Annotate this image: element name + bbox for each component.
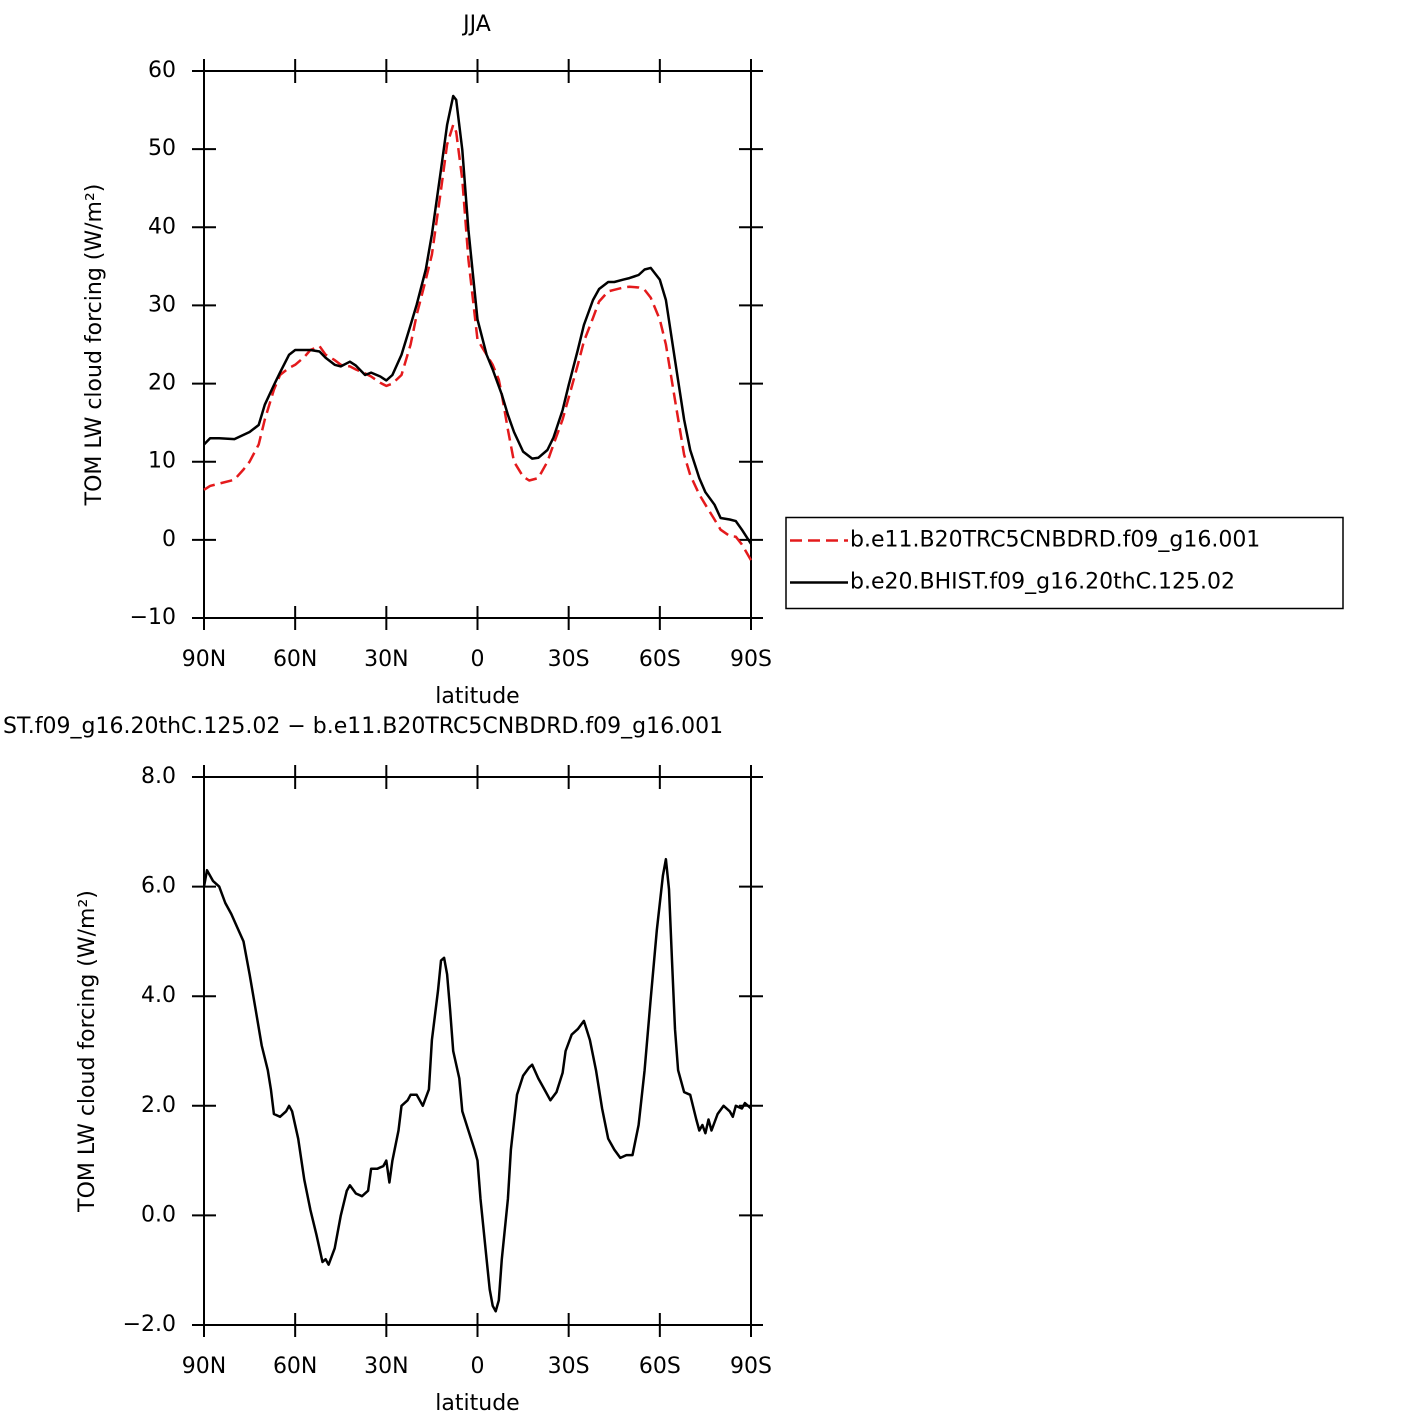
x-tick-label: 30N — [364, 647, 408, 672]
y-tick-label: 4.0 — [141, 983, 176, 1008]
y-tick-label: 8.0 — [141, 764, 176, 789]
series-line — [203, 123, 753, 561]
y-tick-label: 30 — [148, 292, 176, 317]
y-tick-label: 40 — [148, 214, 176, 239]
x-tick-label: 60N — [273, 1354, 317, 1379]
x-tick-label: 0 — [471, 647, 485, 672]
y-tick-label: 10 — [148, 449, 176, 474]
y-tick-label: 2.0 — [141, 1093, 176, 1118]
x-tick-label: 90N — [182, 647, 226, 672]
y-axis-label: TOM LW cloud forcing (W/m²) — [82, 184, 107, 507]
y-tick-label: 20 — [148, 371, 176, 396]
x-tick-label: 90S — [730, 647, 772, 672]
x-tick-label: 90N — [182, 1354, 226, 1379]
chart-title: JJA — [461, 12, 491, 37]
x-tick-label: 30S — [548, 1354, 590, 1379]
x-axis-label: latitude — [435, 1391, 519, 1416]
chart-title: ST.f09_g16.20thC.125.02 − b.e11.B20TRC5C… — [3, 714, 723, 739]
y-tick-label: 6.0 — [141, 874, 176, 899]
x-tick-label: 60S — [639, 1354, 681, 1379]
y-tick-label: −2.0 — [123, 1312, 176, 1337]
x-axis-label: latitude — [435, 684, 519, 709]
x-tick-label: 60S — [639, 647, 681, 672]
plot-frame — [203, 70, 752, 619]
x-tick-label: 30S — [548, 647, 590, 672]
x-tick-label: 60N — [273, 647, 317, 672]
y-tick-label: 0.0 — [141, 1202, 176, 1227]
legend-label: b.e11.B20TRC5CNBDRD.f09_g16.001 — [850, 528, 1260, 553]
y-tick-label: 60 — [148, 58, 176, 83]
y-axis-label: TOM LW cloud forcing (W/m²) — [75, 890, 100, 1213]
series-line — [202, 857, 752, 1313]
y-tick-label: 50 — [148, 136, 176, 161]
x-tick-label: 90S — [730, 1354, 772, 1379]
legend-box — [785, 516, 1344, 610]
x-tick-label: 30N — [364, 1354, 408, 1379]
legend-label: b.e20.BHIST.f09_g16.20thC.125.02 — [850, 570, 1235, 595]
series-line — [203, 94, 753, 545]
x-tick-label: 0 — [471, 1354, 485, 1379]
y-tick-label: 0 — [162, 527, 176, 552]
y-tick-label: −10 — [130, 605, 176, 630]
plot-frame — [203, 776, 752, 1326]
